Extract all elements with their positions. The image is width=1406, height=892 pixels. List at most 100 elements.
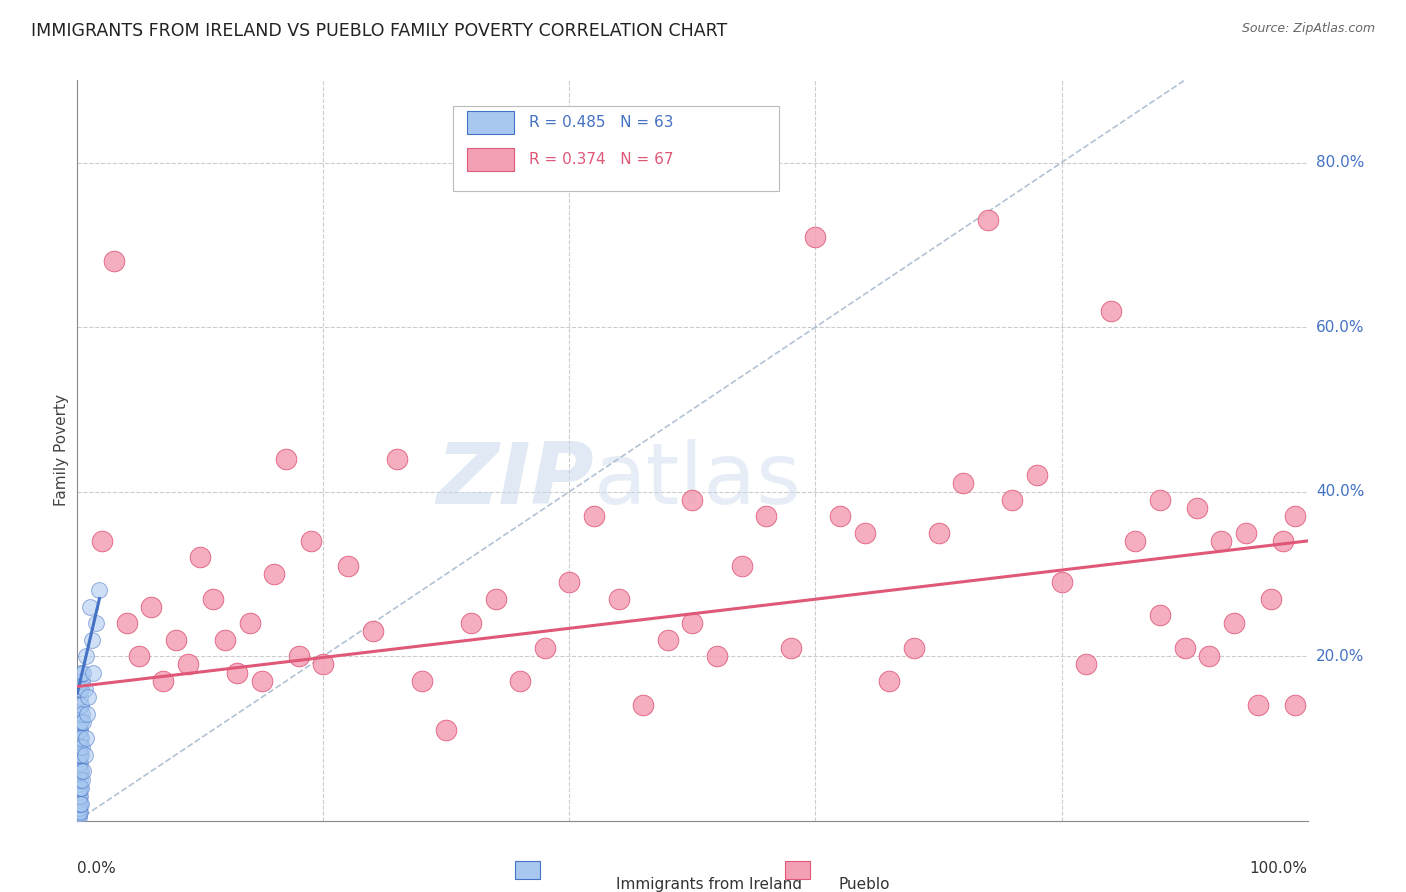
Point: [1185, 501, 1208, 516]
Point: [534, 640, 557, 655]
Point: [804, 229, 827, 244]
Point: [69, 772, 91, 787]
Text: 40.0%: 40.0%: [1316, 484, 1364, 500]
Point: [67, 793, 90, 807]
Point: [82, 665, 104, 680]
Point: [67, 760, 90, 774]
Point: [69, 698, 91, 713]
Point: [67, 723, 90, 738]
Point: [312, 657, 335, 672]
Point: [67, 809, 90, 823]
Text: R = 0.485   N = 63: R = 0.485 N = 63: [529, 115, 673, 130]
Point: [780, 640, 803, 655]
Point: [952, 476, 974, 491]
Point: [276, 451, 298, 466]
Point: [67, 801, 90, 815]
Text: 60.0%: 60.0%: [1316, 319, 1364, 334]
Point: [67, 789, 90, 803]
Point: [682, 616, 704, 631]
Point: [1125, 533, 1147, 548]
Point: [607, 591, 630, 606]
Point: [1284, 698, 1306, 713]
Text: 100.0%: 100.0%: [1250, 862, 1308, 876]
Point: [903, 640, 925, 655]
Point: [682, 492, 704, 507]
Point: [103, 254, 125, 268]
Text: IMMIGRANTS FROM IRELAND VS PUEBLO FAMILY POVERTY CORRELATION CHART: IMMIGRANTS FROM IRELAND VS PUEBLO FAMILY…: [31, 22, 727, 40]
Point: [67, 797, 90, 812]
Point: [70, 714, 93, 729]
Point: [633, 698, 655, 713]
Point: [1198, 649, 1220, 664]
Point: [755, 509, 778, 524]
Point: [1099, 303, 1122, 318]
Point: [73, 681, 96, 696]
Point: [67, 768, 90, 782]
Point: [67, 747, 90, 762]
Point: [70, 764, 93, 779]
Text: Immigrants from Ireland: Immigrants from Ireland: [616, 877, 801, 892]
Point: [69, 706, 91, 721]
Text: atlas: atlas: [595, 439, 801, 522]
Point: [1260, 591, 1282, 606]
Point: [337, 558, 360, 573]
Point: [558, 575, 581, 590]
Text: 20.0%: 20.0%: [1316, 648, 1364, 664]
Point: [263, 566, 285, 581]
Point: [977, 213, 1000, 227]
Point: [67, 780, 90, 795]
Point: [509, 673, 531, 688]
Point: [69, 731, 91, 746]
Point: [1223, 616, 1246, 631]
Point: [69, 714, 91, 729]
Point: [1026, 468, 1049, 483]
Bar: [515, 861, 540, 879]
Point: [70, 698, 93, 713]
Point: [76, 706, 98, 721]
Point: [69, 681, 91, 696]
Point: [141, 599, 163, 614]
Point: [288, 649, 311, 664]
Point: [67, 731, 90, 746]
Point: [436, 723, 458, 738]
Point: [583, 509, 606, 524]
Point: [70, 772, 93, 787]
Point: [879, 673, 901, 688]
Point: [485, 591, 508, 606]
Point: [67, 752, 90, 766]
Point: [90, 533, 114, 548]
Point: [299, 533, 322, 548]
Point: [69, 805, 91, 820]
Point: [239, 616, 262, 631]
Point: [853, 525, 876, 540]
Point: [706, 649, 728, 664]
Point: [67, 719, 90, 733]
Point: [115, 616, 138, 631]
Point: [70, 665, 93, 680]
Point: [1284, 509, 1306, 524]
Point: [67, 739, 90, 754]
Point: [75, 731, 97, 746]
Point: [165, 632, 187, 647]
Point: [226, 665, 249, 680]
Point: [67, 785, 90, 799]
Text: R = 0.374   N = 67: R = 0.374 N = 67: [529, 152, 673, 167]
Text: ZIP: ZIP: [436, 439, 595, 522]
FancyBboxPatch shape: [467, 111, 515, 135]
Point: [201, 591, 224, 606]
FancyBboxPatch shape: [453, 106, 779, 191]
Y-axis label: Family Poverty: Family Poverty: [53, 394, 69, 507]
Point: [67, 756, 90, 770]
Point: [128, 649, 150, 664]
Point: [250, 673, 273, 688]
Point: [1174, 640, 1197, 655]
Point: [69, 747, 91, 762]
Point: [1149, 492, 1171, 507]
Point: [69, 690, 91, 705]
Point: [84, 616, 107, 631]
Point: [69, 780, 91, 795]
Point: [411, 673, 433, 688]
Point: [214, 632, 236, 647]
Text: Source: ZipAtlas.com: Source: ZipAtlas.com: [1241, 22, 1375, 36]
Point: [1076, 657, 1098, 672]
